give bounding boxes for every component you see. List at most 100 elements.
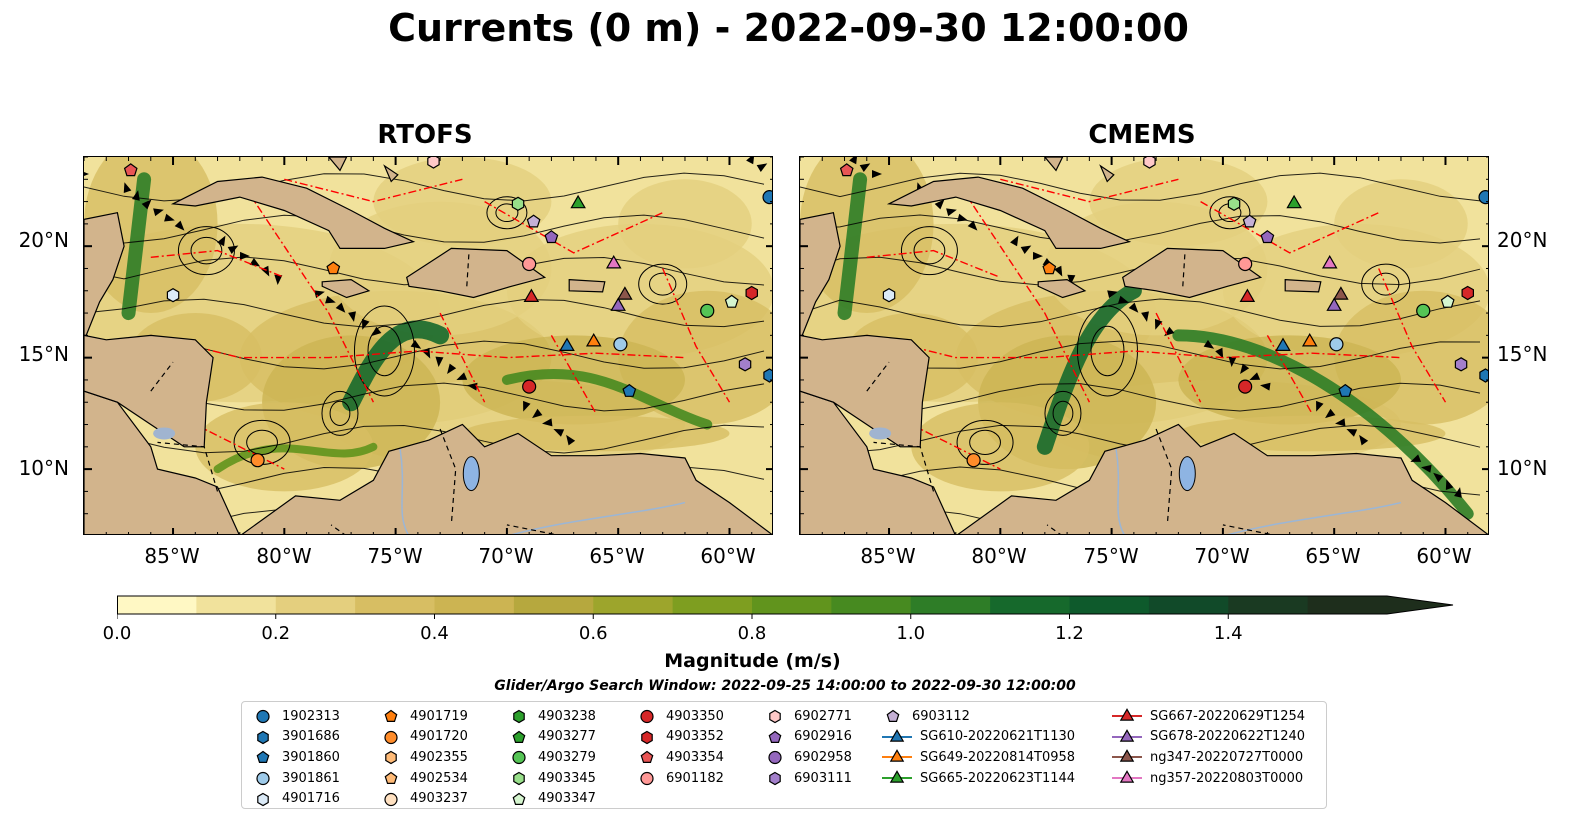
legend-marker-icon (1112, 728, 1142, 742)
legend-item: 4903279 (508, 747, 596, 768)
colorbar-bin (1228, 596, 1309, 614)
lon-tick-65w-left: 65°W (589, 544, 645, 568)
legend-label: 4903352 (666, 729, 724, 745)
legend-label: 4901719 (410, 708, 468, 724)
marker-4901719 (1042, 261, 1057, 275)
legend-marker (257, 792, 269, 806)
marker-4901720 (966, 453, 981, 468)
legend-label: 4903354 (666, 749, 724, 765)
colorbar-bin (196, 596, 277, 614)
legend-label: 4903279 (538, 749, 596, 765)
legend-marker (513, 710, 525, 724)
legend-marker-icon (385, 751, 397, 765)
marker-4903354 (123, 163, 138, 177)
legend-marker-icon (256, 751, 270, 764)
legend-marker-icon (384, 792, 398, 806)
lon-tick-70w-left: 70°W (478, 544, 534, 568)
lat-tick-15n-left: 15°N (18, 342, 69, 366)
colorbar-bin (1069, 596, 1150, 614)
rtofs-map[interactable] (83, 156, 773, 535)
marker-6902771 (427, 157, 440, 169)
legend-column: 4901719 4901720 4902355 4902534 4903237 (380, 706, 468, 809)
colorbar-tick-label: 0.0 (102, 623, 132, 644)
legend-marker-icon (768, 730, 782, 743)
legend-item: SG665-20220623T1144 (882, 768, 1075, 789)
legend-label: 4903237 (410, 791, 468, 807)
observation-markers (123, 157, 772, 468)
legend-marker (513, 771, 525, 786)
legend-label: SG665-20220623T1144 (920, 770, 1076, 786)
marker-3901861 (1329, 337, 1344, 352)
legend-column: SG667-20220629T1254 SG678-20220622T1240 ng… (1112, 706, 1305, 788)
legend-marker (384, 710, 398, 723)
legend-marker (256, 751, 270, 764)
colorbar-bin (1148, 596, 1229, 614)
legend-label: ng347-20220727T0000 (1150, 749, 1304, 765)
legend-marker-icon (1112, 770, 1142, 783)
legend-label: 3901860 (282, 749, 340, 765)
legend-marker-icon (886, 710, 900, 723)
marker-3901686 (1479, 368, 1488, 383)
colorbar-tick-label: 1.0 (896, 623, 926, 644)
legend-label: 6902958 (794, 749, 852, 765)
colorbar-bin (117, 596, 197, 614)
legend-marker-icon (768, 751, 782, 765)
lat-tick-10n-left: 10°N (18, 456, 69, 480)
legend-marker-icon (882, 770, 912, 783)
marker-ng357-20220803T0000 (605, 254, 622, 269)
marker-6902916 (544, 230, 559, 244)
marker-4903352 (1461, 285, 1475, 301)
legend-marker (512, 730, 526, 743)
marker-6902771 (1143, 157, 1156, 169)
marker-6901182 (1238, 256, 1253, 272)
legend-item: 4902355 (380, 747, 468, 768)
legend-marker (768, 751, 782, 765)
marker-4903347 (724, 294, 739, 308)
lon-tick-70w-right: 70°W (1194, 544, 1250, 568)
legend-marker (256, 771, 270, 786)
colorbar-extend-arrow (1307, 596, 1453, 614)
legend-marker (640, 710, 654, 724)
legend-marker-icon (769, 710, 781, 724)
marker-6903112 (526, 214, 541, 228)
cmems-map[interactable] (799, 156, 1489, 535)
colorbar-bin (831, 596, 912, 614)
colorbar-bin (513, 596, 594, 614)
legend-marker-icon (384, 730, 398, 744)
legend-marker (1119, 749, 1135, 763)
colorbar (117, 595, 1454, 619)
legend-label: SG649-20220814T0958 (920, 749, 1076, 765)
figure-title: Currents (0 m) - 2022-09-30 12:00:00 (388, 6, 1189, 50)
legend-item: SG678-20220622T1240 (1112, 727, 1305, 748)
legend-item: 4902534 (380, 768, 468, 789)
marker-SG678-20220622T1240 (1326, 297, 1342, 311)
marker-1902313 (1478, 190, 1488, 205)
streamlines (800, 157, 1481, 534)
legend-item: 4901716 (252, 788, 340, 809)
legend-column: 1902313 3901686 3901860 3901861 4901716 (252, 706, 340, 809)
legend-label: 4902534 (410, 770, 468, 786)
axis-ticks (84, 157, 772, 534)
legend-item: ng357-20220803T0000 (1112, 768, 1305, 789)
legend-label: 6903112 (912, 708, 970, 724)
legend-label: 6902771 (794, 708, 852, 724)
legend-item: 4901719 (380, 706, 468, 727)
colorbar-tick-label: 0.4 (420, 623, 449, 644)
legend-marker (769, 710, 781, 724)
eez-boundaries (105, 178, 731, 504)
legend-label: 6903111 (794, 770, 852, 786)
legend-item: 4903350 (636, 706, 724, 727)
legend-marker-icon (512, 751, 526, 765)
marker-4903354 (839, 163, 854, 177)
legend-item: 4903238 (508, 706, 596, 727)
legend-marker-icon (882, 728, 912, 742)
legend-item: 4903354 (636, 747, 724, 768)
legend-item: 4903347 (508, 788, 596, 809)
legend-item: 3901860 (252, 747, 340, 768)
legend-marker (641, 730, 653, 745)
legend-marker-icon (384, 710, 398, 723)
legend-marker (512, 751, 526, 765)
legend-label: 4903345 (538, 770, 596, 786)
colorbar-tick-label: 1.2 (1055, 623, 1084, 644)
legend-item: SG649-20220814T0958 (882, 747, 1075, 768)
